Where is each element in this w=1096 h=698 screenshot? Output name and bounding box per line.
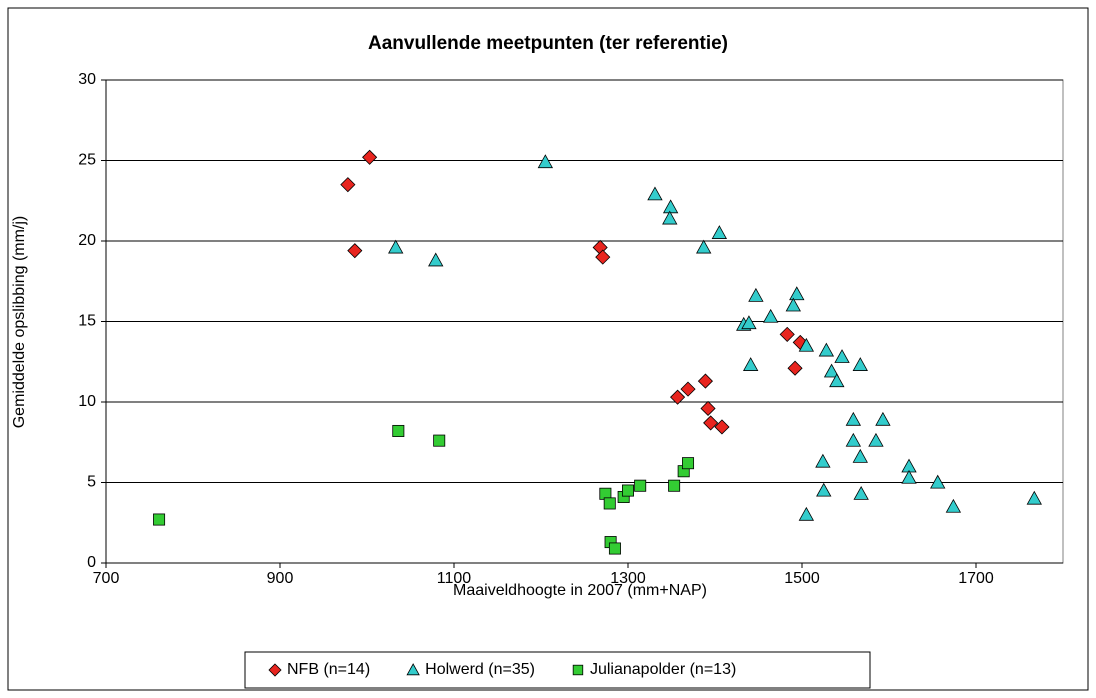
diamond-point <box>714 419 730 435</box>
triangle-point <box>852 448 868 463</box>
triangle-point <box>818 342 835 357</box>
diamond-point <box>670 389 686 405</box>
triangle-point <box>945 498 962 513</box>
chart-title: Aanvullende meetpunten (ter referentie) <box>368 33 728 54</box>
triangle-point <box>537 154 554 169</box>
y-tick-label: 20 <box>78 232 96 249</box>
x-tick-label: 700 <box>93 570 120 587</box>
triangle-point <box>789 286 805 301</box>
triangle-point <box>647 186 663 201</box>
triangle-point <box>845 411 862 426</box>
triangle-point <box>834 349 850 363</box>
legend-label: NFB (n=14) <box>287 661 370 678</box>
triangle-point <box>798 337 815 352</box>
triangle-point <box>853 485 869 500</box>
x-tick-label: 1100 <box>437 570 472 587</box>
diamond-point <box>787 360 803 376</box>
triangle-point <box>742 357 759 371</box>
square-point <box>668 479 681 492</box>
triangle-point <box>741 315 757 330</box>
triangle-point <box>428 252 444 267</box>
y-tick-label: 15 <box>78 313 96 330</box>
y-tick-label: 5 <box>87 474 96 491</box>
legend-label: Holwerd (n=35) <box>425 661 535 678</box>
triangle-point <box>823 363 840 378</box>
square-point <box>622 484 635 497</box>
diamond-point <box>697 373 713 389</box>
square-point <box>603 497 616 510</box>
diamond-point <box>347 243 363 259</box>
square-point <box>682 457 695 470</box>
triangle-point <box>852 357 868 371</box>
x-tick-label: 1700 <box>958 570 994 587</box>
diamond-point <box>703 415 719 431</box>
triangle-point <box>388 239 404 254</box>
square-point <box>392 424 405 437</box>
diamond-point <box>700 400 716 417</box>
diamond-point <box>595 249 611 265</box>
square-point <box>608 542 621 555</box>
triangle-point <box>696 239 712 254</box>
y-tick-label: 0 <box>87 554 96 571</box>
triangle-point <box>798 506 815 521</box>
square-point <box>153 513 166 526</box>
square-point <box>433 434 446 447</box>
y-tick-label: 25 <box>78 152 96 169</box>
triangle-point <box>815 453 831 468</box>
triangle-point <box>662 210 678 225</box>
triangle-point <box>901 469 917 484</box>
triangle-point <box>875 411 891 426</box>
diamond-point <box>362 149 378 165</box>
diamond-point <box>268 663 282 677</box>
y-tick-label: 10 <box>78 393 96 410</box>
triangle-point <box>785 297 801 312</box>
triangle-point <box>845 432 862 447</box>
triangle-point <box>1026 490 1042 505</box>
square-point <box>572 664 584 676</box>
triangle-point <box>829 373 845 388</box>
triangle-point <box>868 432 884 447</box>
y-axis-label: Gemiddelde opslibbing (mm/j) <box>11 216 28 429</box>
diamond-point <box>779 326 795 342</box>
legend-label: Julianapolder (n=13) <box>590 661 736 678</box>
triangle-point <box>711 225 728 239</box>
triangle-point <box>763 308 779 323</box>
diamond-point <box>340 177 356 193</box>
square-point <box>634 479 647 492</box>
triangle-point <box>406 663 420 676</box>
triangle-point <box>930 474 946 489</box>
x-tick-label: 900 <box>267 570 294 587</box>
x-axis-label: Maaiveldhoogte in 2007 (mm+NAP) <box>453 582 707 599</box>
x-tick-label: 1500 <box>784 570 820 587</box>
y-tick-label: 30 <box>78 71 96 88</box>
x-tick-label: 1300 <box>610 570 646 587</box>
diamond-point <box>680 381 696 397</box>
legend-box <box>244 651 871 689</box>
triangle-point <box>816 482 832 497</box>
triangle-point <box>748 287 764 302</box>
